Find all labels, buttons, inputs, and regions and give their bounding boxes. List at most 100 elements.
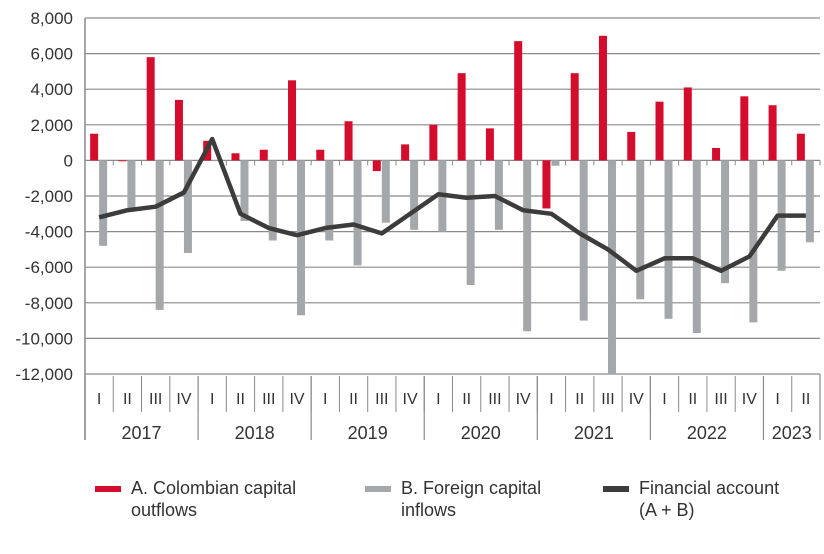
bar-colombian-outflows [146,57,155,161]
x-tick-quarter: III [714,391,727,408]
bar-foreign-inflows [240,160,249,221]
y-tick-label: 8,000 [30,9,73,28]
bar-colombian-outflows [174,99,183,161]
x-tick-quarter: II [236,391,245,408]
bar-colombian-outflows [90,133,99,161]
bar-foreign-inflows [551,160,560,166]
x-tick-quarter: IV [516,391,531,408]
legend-label: A. Colombian capital outflows [131,478,297,520]
y-tick-label: -8,000 [25,294,73,313]
y-tick-label: 0 [64,151,73,170]
legend-label: Financial account (A + B) [639,478,780,520]
x-tick-quarter: I [662,391,666,408]
bar-foreign-inflows [466,160,475,285]
x-tick-quarter: I [549,391,553,408]
x-tick-year: 2021 [574,423,614,443]
bar-colombian-outflows [570,73,579,161]
bar-colombian-outflows [598,35,607,161]
x-tick-quarter: I [323,391,327,408]
bar-foreign-inflows [325,160,334,241]
bar-foreign-inflows [805,160,814,243]
x-tick-quarter: II [462,391,471,408]
bar-foreign-inflows [523,160,532,332]
bar-foreign-inflows [410,160,419,230]
y-tick-label: 2,000 [30,116,73,135]
x-tick-quarter: I [436,391,440,408]
x-tick-quarter: II [801,391,810,408]
legend-swatch-gray [365,486,391,492]
bar-colombian-outflows [344,121,353,161]
bar-foreign-inflows [183,160,192,253]
x-tick-year: 2020 [461,423,501,443]
bar-colombian-outflows [485,128,494,161]
legend-swatch-dark [603,486,629,492]
bar-colombian-outflows [231,153,240,161]
bar-colombian-outflows [683,87,692,161]
bar-colombian-outflows [118,160,127,162]
y-tick-label: -6,000 [25,258,73,277]
x-tick-quarter: II [688,391,697,408]
y-tick-label: -4,000 [25,223,73,242]
x-tick-quarter: IV [176,391,191,408]
bar-foreign-inflows [721,160,730,284]
line-financial-account [98,136,806,274]
bar-foreign-inflows [664,160,673,319]
bar-foreign-inflows [636,160,645,300]
legend-item-financial-account: Financial account (A + B) [603,477,779,521]
bar-foreign-inflows [579,160,588,321]
x-tick-quarter: II [349,391,358,408]
legend: A. Colombian capital outflows B. Foreign… [0,477,824,547]
bar-colombian-outflows [457,73,466,161]
bar-colombian-outflows [768,105,777,161]
bar-colombian-outflows [316,149,325,161]
bar-colombian-outflows [627,131,636,161]
x-tick-year: 2018 [235,423,275,443]
bar-foreign-inflows [494,160,503,230]
bar-colombian-outflows [288,80,297,161]
y-tick-label: -2,000 [25,187,73,206]
bar-foreign-inflows [381,160,390,223]
y-tick-label: 4,000 [30,80,73,99]
legend-item-foreign-inflows: B. Foreign capital inflows [365,477,541,521]
x-tick-quarter: IV [742,391,757,408]
x-tick-quarter: III [601,391,614,408]
chart: 8,000 6,000 4,000 2,000 0 -2,000 -4,000 -6,000 -… [15,9,821,443]
bar-foreign-inflows [749,160,758,323]
bar-foreign-inflows [99,160,108,246]
y-tick-label: 6,000 [30,45,73,64]
bar-foreign-inflows [692,160,701,334]
x-tick-quarter: III [149,391,162,408]
y-tick-label: -10,000 [15,329,73,348]
bar-foreign-inflows [353,160,362,266]
x-tick-quarter: IV [289,391,304,408]
x-tick-quarter: II [575,391,584,408]
bar-colombian-outflows [259,149,268,161]
legend-label: B. Foreign capital inflows [401,478,542,520]
bar-foreign-inflows [607,160,616,374]
bar-foreign-inflows [155,160,164,310]
x-tick-year: 2022 [687,423,727,443]
x-tick-year: 2017 [122,423,162,443]
legend-item-colombian-outflows: A. Colombian capital outflows [95,477,296,521]
x-tick-quarter: I [210,391,214,408]
bar-colombian-outflows [655,101,664,161]
x-tick-year: 2023 [772,423,812,443]
bar-colombian-outflows [514,41,523,161]
x-tick-quarter: II [123,391,132,408]
bar-colombian-outflows [740,96,749,161]
legend-swatch-red [95,486,121,492]
x-tick-quarter: I [97,391,101,408]
y-tick-label: -12,000 [15,365,73,384]
bar-foreign-inflows [127,160,136,211]
x-tick-quarter: IV [403,391,418,408]
bar-colombian-outflows [429,124,438,161]
bar-colombian-outflows [796,133,805,161]
x-tick-quarter: IV [629,391,644,408]
bar-colombian-outflows [401,144,410,161]
bar-colombian-outflows [372,160,381,172]
x-tick-quarter: I [775,391,779,408]
x-tick-quarter: III [375,391,388,408]
bar-foreign-inflows [212,160,221,162]
bar-colombian-outflows [712,147,721,161]
x-tick-quarter: III [488,391,501,408]
